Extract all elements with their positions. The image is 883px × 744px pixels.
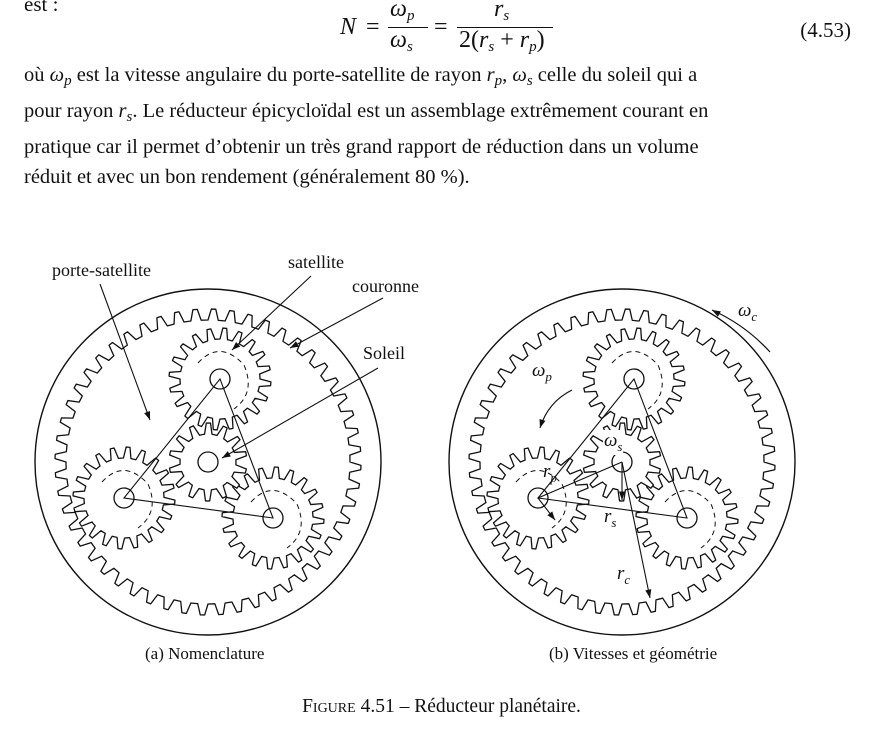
equation-lhs: N xyxy=(340,14,357,40)
a-porte-satellite-links xyxy=(122,377,274,519)
fraction1-bar xyxy=(388,27,428,28)
b-porte-satellite-links xyxy=(536,377,688,519)
leader-satellite xyxy=(231,275,312,351)
radius-r-c xyxy=(621,461,651,599)
label-satellite: satellite xyxy=(288,252,344,272)
text-fragment-top: est : xyxy=(24,0,59,16)
diagram-vitesses-geometrie xyxy=(448,288,796,636)
leader-porte-satellite-arrowhead xyxy=(144,411,150,420)
subcaption-a: (a) Nomenclature xyxy=(145,644,265,663)
label-r-s: rs xyxy=(604,506,617,530)
subcaption-b: (b) Vitesses et géométrie xyxy=(549,644,718,663)
label-omega-c: ωc xyxy=(738,300,758,324)
body-paragraph: où ωp est la vitesse angulaire du porte-… xyxy=(24,60,862,192)
fraction2-denominator: 2(rs + rp) xyxy=(459,27,545,55)
fraction1-numerator: ωp xyxy=(390,0,415,24)
label-soleil: Soleil xyxy=(363,343,406,363)
fraction1-denominator: ωs xyxy=(390,27,413,55)
label-r-c: rc xyxy=(617,563,631,587)
leader-soleil xyxy=(221,367,379,459)
label-omega-p: ωp xyxy=(532,360,552,384)
equals-sign-1: = xyxy=(366,14,380,40)
paragraph-line-1: où ωp est la vitesse angulaire du porte-… xyxy=(24,64,698,89)
leader-porte-satellite xyxy=(99,283,151,421)
fraction2-numerator: rs xyxy=(494,0,510,24)
paragraph-line-3: pratique car il permet d’obtenir un très… xyxy=(24,136,699,158)
equation-4-53: N = ωp ωs = rs 2(rs + rp) (4.53) xyxy=(0,0,883,60)
radius-r-p-link xyxy=(537,461,623,499)
radius-r-s-arrowhead xyxy=(618,491,626,500)
leader-satellite-arrowhead xyxy=(232,341,241,350)
figure-caption: Figure 4.51 – Réducteur planétaire. xyxy=(302,696,581,717)
label-couronne: couronne xyxy=(352,276,419,296)
leader-couronne xyxy=(289,297,384,349)
label-porte-satellite: porte-satellite xyxy=(52,260,151,280)
arrow-omega-p-head xyxy=(539,419,546,428)
diagram-nomenclature xyxy=(34,275,384,636)
fraction2-bar xyxy=(457,27,553,28)
leader-couronne-arrowhead xyxy=(290,341,299,348)
leader-soleil-arrowhead xyxy=(222,451,231,458)
equation-number: (4.53) xyxy=(800,18,851,42)
equals-sign-2: = xyxy=(434,14,448,40)
label-r-p: rp xyxy=(543,461,557,485)
paragraph-line-4: réduit et avec un bon rendement (général… xyxy=(24,166,470,188)
paragraph-line-2: pour rayon rs. Le réducteur épicycloïdal… xyxy=(24,100,709,125)
radius-r-c-arrowhead xyxy=(645,589,652,598)
radius-r-p-arrowhead xyxy=(547,511,555,520)
label-omega-s: ωs xyxy=(603,430,624,455)
a-soleil-hub xyxy=(197,451,219,473)
arrow-omega-c-head xyxy=(712,310,721,317)
